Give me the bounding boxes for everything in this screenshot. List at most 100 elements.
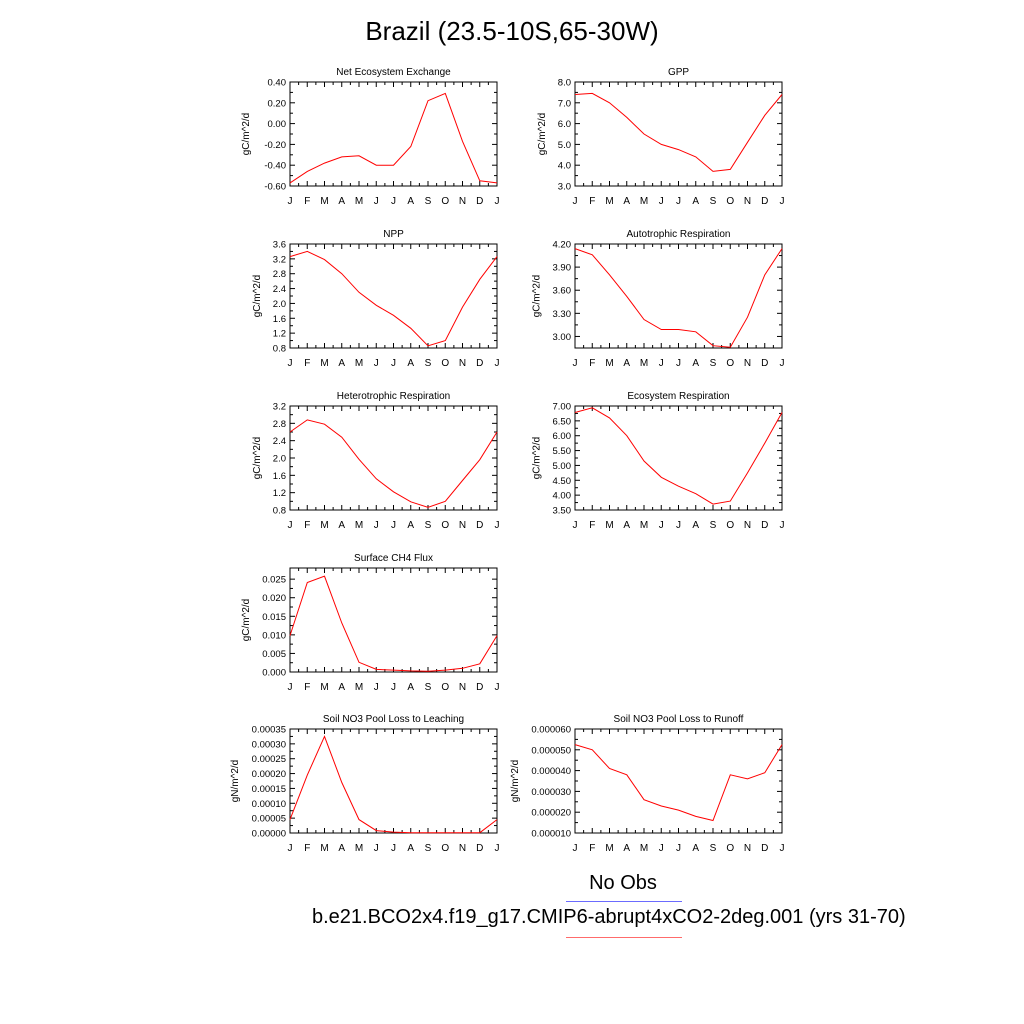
y-tick-label: 3.6: [273, 240, 286, 251]
x-tick-label: J: [374, 196, 379, 207]
x-tick-label: A: [338, 843, 345, 854]
x-tick-label: J: [780, 358, 785, 369]
x-tick-label: J: [288, 843, 293, 854]
x-tick-label: J: [659, 843, 664, 854]
x-tick-label: M: [320, 196, 328, 207]
y-tick-label: 3.90: [553, 263, 572, 274]
x-tick-label: M: [640, 358, 648, 369]
x-tick-label: S: [425, 682, 432, 693]
x-tick-label: J: [495, 520, 500, 531]
x-tick-label: J: [288, 520, 293, 531]
x-tick-label: J: [391, 843, 396, 854]
plot-frame: [574, 81, 783, 187]
y-tick-label: 4.00: [553, 491, 572, 502]
x-tick-label: M: [605, 520, 613, 531]
x-tick-label: A: [407, 682, 414, 693]
x-tick-label: N: [459, 358, 466, 369]
x-tick-label: F: [304, 843, 310, 854]
x-tick-label: J: [780, 843, 785, 854]
y-tick-label: 8.0: [558, 78, 571, 89]
x-tick-label: J: [659, 358, 664, 369]
y-tick-label: 0.8: [273, 506, 286, 517]
x-tick-label: O: [441, 196, 449, 207]
y-tick-label: 6.00: [553, 431, 572, 442]
x-tick-label: D: [761, 358, 768, 369]
plot-frame: [289, 81, 498, 187]
y-tick-label: 0.010: [262, 630, 286, 641]
x-tick-label: F: [304, 358, 310, 369]
y-tick-label: 0.000050: [531, 745, 571, 756]
x-tick-label: S: [425, 520, 432, 531]
x-tick-label: S: [425, 196, 432, 207]
x-tick-label: F: [589, 196, 595, 207]
x-tick-label: J: [391, 196, 396, 207]
x-tick-label: A: [338, 358, 345, 369]
panel-title: Heterotrophic Respiration: [337, 391, 450, 402]
y-tick-label: 5.0: [558, 140, 571, 151]
x-tick-label: F: [589, 843, 595, 854]
plot-frame: [574, 243, 783, 349]
x-tick-label: J: [573, 843, 578, 854]
y-tick-label: 0.000060: [531, 725, 571, 736]
y-axis-label: gC/m^2/d: [252, 275, 263, 318]
y-tick-label: 2.0: [273, 299, 286, 310]
x-tick-label: O: [441, 843, 449, 854]
x-tick-label: F: [304, 196, 310, 207]
x-tick-label: A: [623, 843, 630, 854]
x-tick-label: A: [692, 196, 699, 207]
series-line: [289, 250, 498, 347]
panel-title: Soil NO3 Pool Loss to Runoff: [614, 714, 744, 725]
x-tick-label: D: [476, 843, 483, 854]
x-tick-label: M: [320, 843, 328, 854]
y-tick-label: -0.20: [264, 140, 286, 151]
x-tick-label: O: [441, 520, 449, 531]
y-tick-label: 2.4: [273, 436, 286, 447]
y-axis-label: gC/m^2/d: [241, 113, 252, 156]
x-tick-label: N: [459, 843, 466, 854]
y-tick-label: 0.000010: [531, 829, 571, 840]
y-tick-label: 0.015: [262, 612, 286, 623]
y-axis-label: gC/m^2/d: [537, 113, 548, 156]
x-tick-label: M: [605, 196, 613, 207]
x-tick-label: N: [744, 843, 751, 854]
y-tick-label: 0.00: [268, 119, 287, 130]
legend-case-line: [566, 937, 682, 938]
x-tick-label: A: [407, 196, 414, 207]
y-tick-label: 0.00015: [252, 784, 286, 795]
x-tick-label: N: [744, 196, 751, 207]
x-tick-label: M: [320, 682, 328, 693]
x-tick-label: M: [605, 358, 613, 369]
x-tick-label: N: [744, 520, 751, 531]
y-tick-label: 0.00035: [252, 725, 286, 736]
panel-title: Autotrophic Respiration: [627, 229, 731, 240]
y-tick-label: 2.8: [273, 419, 286, 430]
x-tick-label: J: [374, 358, 379, 369]
y-tick-label: 5.50: [553, 446, 572, 457]
x-tick-label: F: [304, 520, 310, 531]
x-tick-label: S: [710, 843, 717, 854]
x-tick-label: D: [476, 682, 483, 693]
x-tick-label: D: [476, 358, 483, 369]
y-tick-label: 0.000020: [531, 808, 571, 819]
panel-title: Net Ecosystem Exchange: [336, 67, 451, 78]
y-axis-label: gC/m^2/d: [252, 437, 263, 480]
x-tick-label: O: [726, 520, 734, 531]
x-tick-label: J: [374, 843, 379, 854]
x-tick-label: J: [573, 520, 578, 531]
series-line: [574, 407, 783, 505]
x-tick-label: O: [441, 358, 449, 369]
x-tick-label: A: [407, 358, 414, 369]
x-tick-label: A: [692, 843, 699, 854]
x-tick-label: J: [573, 196, 578, 207]
series-line: [574, 92, 783, 172]
y-axis-label: gC/m^2/d: [531, 437, 542, 480]
panel-title: Surface CH4 Flux: [354, 553, 433, 564]
x-tick-label: M: [320, 520, 328, 531]
x-tick-label: J: [288, 196, 293, 207]
